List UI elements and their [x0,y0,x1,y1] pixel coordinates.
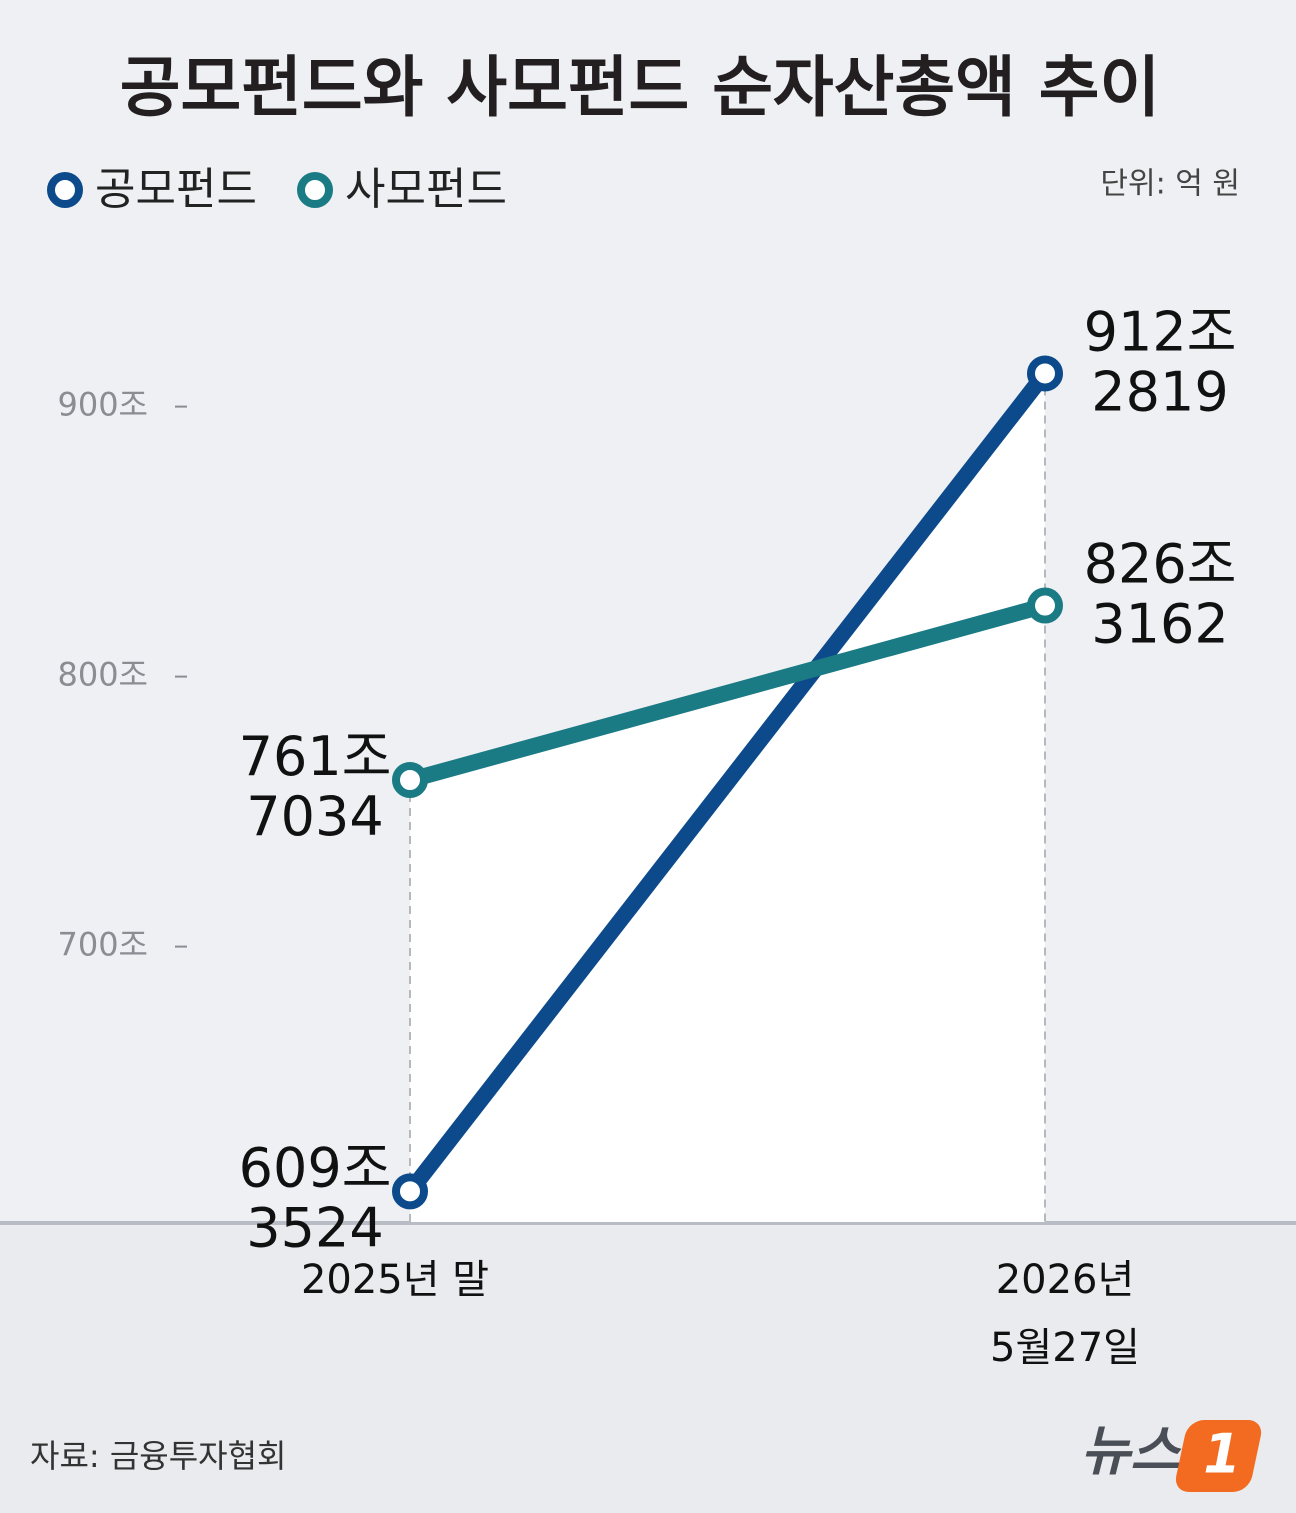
value-label: 609조 3524 [239,1136,392,1259]
series-line [402,597,1053,789]
legend-marker [47,172,83,208]
legend-label: 사모펀드 [345,164,507,215]
legend-marker [297,172,333,208]
brand-name: 뉴스 [1081,1420,1183,1483]
value-label: 912조 2819 [1084,300,1237,423]
point [1027,587,1063,624]
brand-box [1175,1420,1262,1492]
legend-label: 공모펀드 [95,164,257,215]
value-label: 761조 7034 [239,725,392,848]
point [392,762,428,799]
brand-mark: 1 [1203,1423,1241,1486]
x-tick-label: 2026년 5월27일 [990,1257,1140,1371]
y-tick-label: 800조 [57,656,148,694]
x-tick-label: 2025년 말 [301,1257,489,1303]
unit-label: 단위: 억 원 [1100,167,1240,202]
series-line [402,365,1053,1200]
y-tick-label: 900조 [57,386,148,424]
y-tick-label: 700조 [57,926,148,964]
source: 자료: 금융투자협회 [30,1437,286,1475]
point [392,1173,428,1210]
footer-band [0,1222,1296,1513]
point [1027,355,1063,392]
value-label: 826조 3162 [1084,532,1237,655]
chart-title: 공모펀드와 사모펀드 순자산총액 추이 [120,49,1160,126]
